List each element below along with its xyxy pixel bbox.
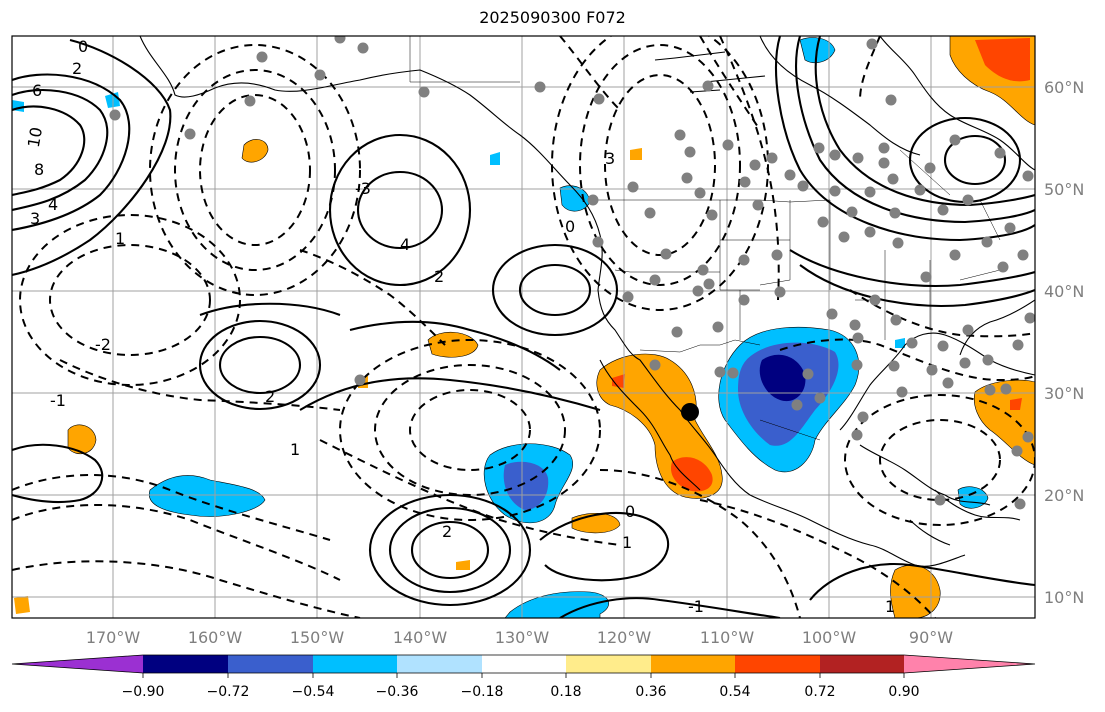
map-title: 2025090300 F072 — [479, 8, 626, 27]
lon-label: 110°W — [700, 628, 755, 647]
contour-label: -1 — [50, 391, 66, 410]
lon-label: 90°W — [909, 628, 953, 647]
lon-label: 130°W — [495, 628, 550, 647]
colorbar-tick-label: 0.72 — [804, 684, 835, 700]
contour-label: -1 — [688, 597, 704, 616]
colorbar-tick-label: 0.18 — [550, 684, 581, 700]
colorbar-segment — [651, 655, 735, 673]
colorbar-segment — [143, 655, 228, 673]
contour-label: 1 — [115, 229, 125, 248]
contour-label: 0 — [565, 217, 575, 236]
lat-label: 20°N — [1044, 486, 1084, 505]
longitude-labels: 170°W 160°W 150°W 140°W 130°W 120°W 110°… — [86, 628, 953, 647]
contour-label: -2 — [95, 335, 111, 354]
lon-label: 140°W — [393, 628, 448, 647]
lon-label: 150°W — [290, 628, 345, 647]
contour-label: 8 — [34, 160, 44, 179]
colorbar-tick-label: −0.54 — [292, 684, 335, 700]
lat-label: 40°N — [1044, 282, 1084, 301]
contour-label: 10 — [24, 126, 46, 149]
contour-label: 2 — [72, 59, 82, 78]
colorbar-segment — [820, 655, 904, 673]
colorbar: −0.90 −0.72 −0.54 −0.36 −0.18 0.18 0.36 … — [11, 654, 1036, 700]
colorbar-segment — [313, 655, 397, 673]
lat-label: 60°N — [1044, 78, 1084, 97]
map-frame — [11, 35, 1036, 619]
lat-label: 30°N — [1044, 384, 1084, 403]
colorbar-tick-label: −0.18 — [461, 684, 504, 700]
contour-label: 2 — [442, 522, 452, 541]
colorbar-max-arrow — [904, 655, 1035, 673]
dashed-contours — [12, 36, 1035, 618]
colorbar-tick-label: −0.36 — [376, 684, 419, 700]
contour-labels: 0 2 6 10 8 4 3 1 -1 -2 -3 4 2 0 3 1 -1 2… — [24, 37, 895, 616]
political-borders — [409, 36, 1001, 441]
map-panel: 0 2 6 10 8 4 3 1 -1 -2 -3 4 2 0 3 1 -1 2… — [12, 36, 1035, 618]
contour-label: 6 — [32, 81, 42, 100]
contour-label: 1 — [290, 440, 300, 459]
contour-label: 4 — [48, 195, 58, 214]
lon-label: 170°W — [86, 628, 141, 647]
lat-label: 10°N — [1044, 588, 1084, 607]
lon-label: 160°W — [188, 628, 243, 647]
station-markers — [109, 36, 1035, 510]
contour-label: 2 — [265, 387, 275, 406]
contour-label: 2 — [434, 267, 444, 286]
colorbar-segment — [397, 655, 482, 673]
contour-label: 3 — [30, 209, 40, 228]
solid-contours — [12, 36, 1035, 618]
colorbar-segment — [228, 655, 313, 673]
target-location-marker — [681, 403, 699, 421]
colorbar-tick-label: 0.36 — [635, 684, 666, 700]
contour-label: 0 — [78, 37, 88, 56]
contour-label: 1 — [622, 533, 632, 552]
colorbar-segment — [482, 655, 566, 673]
lon-label: 100°W — [802, 628, 857, 647]
shaded-anomalies — [12, 36, 1035, 618]
lat-label: 50°N — [1044, 180, 1084, 199]
colorbar-tick-label: 0.54 — [719, 684, 750, 700]
colorbar-segment — [566, 655, 651, 673]
colorbar-tick-label: −0.90 — [122, 684, 165, 700]
contour-label: -3 — [355, 179, 371, 198]
contour-label: 0 — [625, 502, 635, 521]
contour-label: 3 — [605, 149, 615, 168]
contour-label: 1 — [885, 597, 895, 616]
colorbar-min-arrow — [12, 655, 143, 673]
colorbar-tick-label: 0.90 — [888, 684, 919, 700]
lon-label: 120°W — [597, 628, 652, 647]
colorbar-segment — [735, 655, 820, 673]
contour-label: 4 — [400, 235, 410, 254]
colorbar-tick-label: −0.72 — [207, 684, 250, 700]
latitude-labels: 60°N 50°N 40°N 30°N 20°N 10°N — [1044, 78, 1084, 607]
